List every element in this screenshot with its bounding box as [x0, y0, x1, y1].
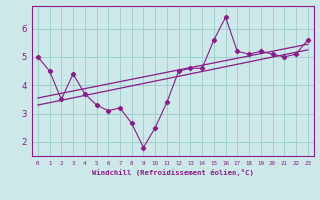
X-axis label: Windchill (Refroidissement éolien,°C): Windchill (Refroidissement éolien,°C) — [92, 169, 254, 176]
